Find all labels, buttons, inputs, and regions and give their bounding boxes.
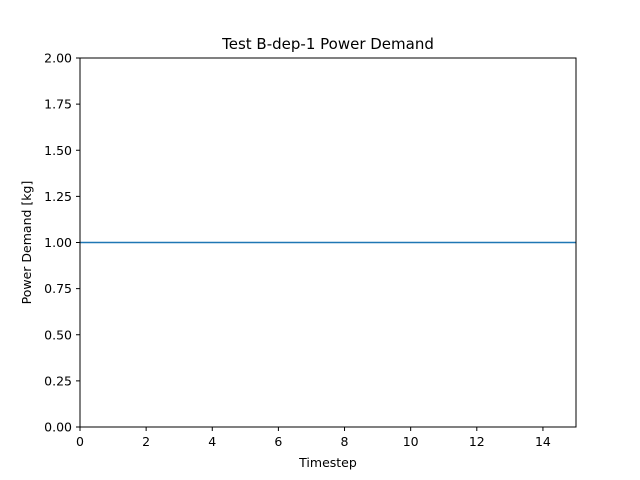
x-tick-label: 4 xyxy=(208,434,216,449)
x-axis: 0 2 4 6 8 10 12 14 xyxy=(76,427,551,449)
y-axis: 0.00 0.25 0.50 0.75 1.00 1.25 1.50 1.75 2.00 xyxy=(44,51,80,435)
x-tick-label: 14 xyxy=(535,434,551,449)
y-tick-label: 0.75 xyxy=(44,281,72,296)
y-tick-label: 1.00 xyxy=(44,235,72,250)
y-tick-label: 0.50 xyxy=(44,327,72,342)
x-tick-label: 0 xyxy=(76,434,84,449)
y-tick-label: 2.00 xyxy=(44,51,72,66)
x-tick-label: 10 xyxy=(403,434,419,449)
x-tick-label: 6 xyxy=(274,434,282,449)
x-axis-label: Timestep xyxy=(298,455,357,470)
y-tick-label: 1.50 xyxy=(44,143,72,158)
x-tick-label: 2 xyxy=(142,434,150,449)
y-axis-label: Power Demand [kg] xyxy=(19,181,34,305)
y-tick-label: 1.25 xyxy=(44,189,72,204)
y-tick-label: 0.00 xyxy=(44,420,72,435)
y-tick-label: 1.75 xyxy=(44,97,72,112)
y-tick-label: 0.25 xyxy=(44,373,72,388)
chart-title: Test B-dep-1 Power Demand xyxy=(221,35,434,53)
x-tick-label: 12 xyxy=(469,434,485,449)
x-tick-label: 8 xyxy=(341,434,349,449)
